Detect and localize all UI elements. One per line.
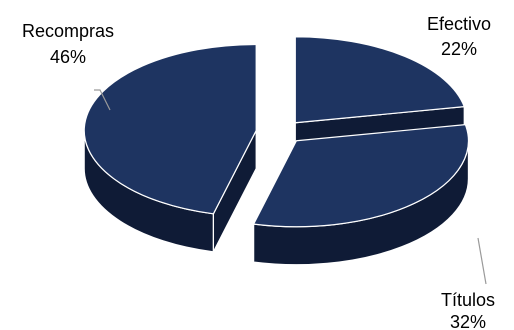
slice-top-recompras: [83, 43, 257, 215]
slice-label-recompras: 46%: [50, 47, 86, 67]
slice-recompras: [83, 43, 257, 253]
leader-line-titulos: [477, 237, 487, 285]
slice-name-titulos: Títulos: [441, 290, 495, 310]
slice-name-recompras: Recompras: [22, 21, 114, 41]
slice-top-titulos: [253, 124, 470, 228]
leader-line-recompras: [94, 89, 111, 111]
slice-titulos: [253, 124, 470, 266]
slice-label-efectivo: 22%: [441, 39, 477, 59]
pie-slices: [83, 36, 470, 266]
slice-label-titulos: 32%: [450, 312, 486, 330]
slice-top-efectivo: [294, 36, 465, 124]
slice-name-efectivo: Efectivo: [427, 14, 491, 34]
